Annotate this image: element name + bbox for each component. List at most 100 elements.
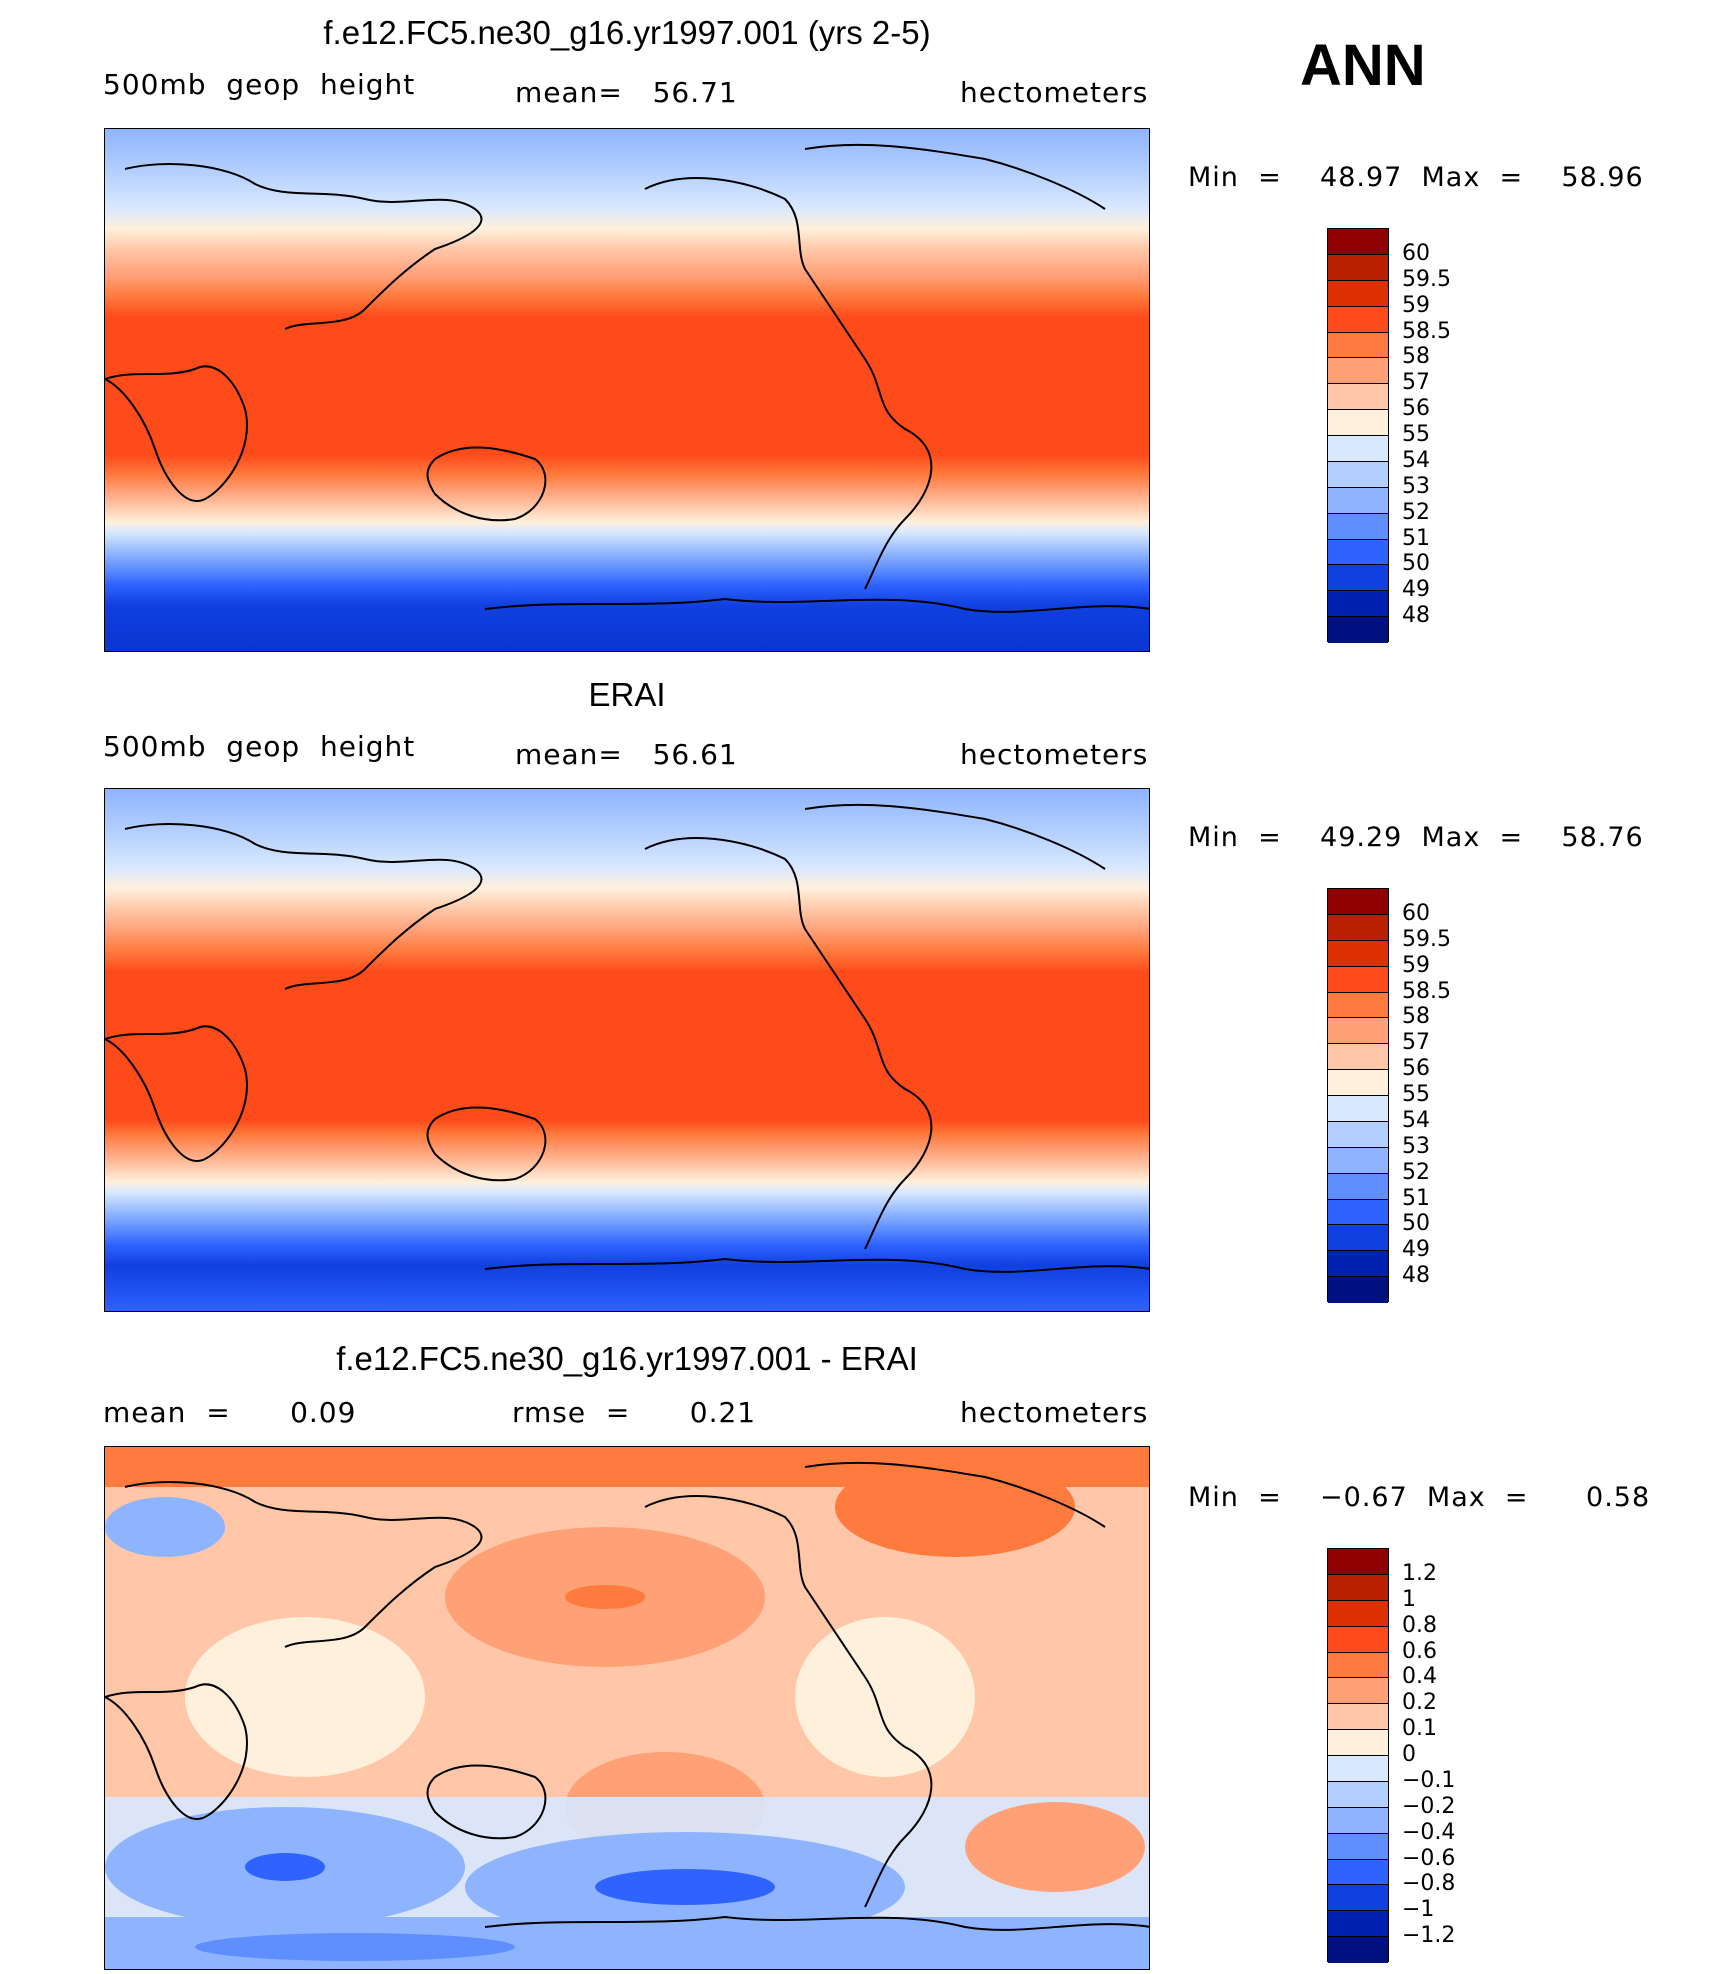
colorbar-tick-label: −0.2 [1402,1793,1456,1819]
colorbar-tick-label: 60 [1402,240,1430,266]
colorbar-swatch [1328,1549,1388,1575]
colorbar-tick-label: 58 [1402,1004,1430,1030]
colorbar-swatch [1328,1044,1388,1071]
colorbar-tick-label: 60 [1402,900,1430,926]
colorbar-tick-label: 53 [1402,1133,1430,1159]
panel-3-title: f.e12.FC5.ne30_g16.yr1997.001 - ERAI [336,1340,918,1377]
colorbar-swatch [1328,436,1388,462]
panel-3-map [104,1446,1150,1970]
colorbar-swatch [1328,1730,1388,1756]
colorbar-tick-label: 56 [1402,396,1430,422]
colorbar-swatch [1328,280,1388,307]
colorbar-swatch [1328,1096,1388,1122]
colorbar-swatch [1328,914,1388,941]
panel-1-colorbar [1327,228,1389,643]
colorbar-swatch [1328,1199,1388,1226]
colorbar-tick-label: 1 [1402,1586,1416,1612]
colorbar-swatch [1328,306,1388,333]
colorbar-tick-label: 59.5 [1402,266,1451,292]
colorbar-swatch [1328,229,1388,255]
colorbar-swatch [1328,992,1388,1019]
colorbar-tick-label: −1 [1402,1897,1435,1923]
colorbar-swatch [1328,617,1388,643]
colorbar-swatch [1328,940,1388,967]
colorbar-tick-label: 55 [1402,422,1430,447]
colorbar-swatch [1328,358,1388,385]
colorbar-swatch [1328,1626,1388,1653]
panel-2-map-svg [105,789,1149,1311]
colorbar-swatch [1328,254,1388,281]
panel-2-units-label: hectometers [960,738,1149,771]
colorbar-tick-label: 0.2 [1402,1690,1437,1716]
colorbar-swatch [1328,1807,1388,1834]
colorbar-tick-label: −0.4 [1402,1819,1456,1845]
colorbar-swatch [1328,461,1388,488]
colorbar-tick-label: 58.5 [1402,978,1451,1004]
colorbar-swatch [1328,1781,1388,1808]
colorbar-swatch [1328,1833,1388,1860]
colorbar-tick-label: 59 [1402,952,1430,978]
colorbar-tick-label: 0.6 [1402,1638,1437,1664]
panel-3-rmse-label: rmse = 0.21 [512,1396,757,1429]
panel-2-colorbar [1327,888,1389,1303]
panel-1-variable-label: 500mb geop height [103,68,416,101]
colorbar-swatch [1328,966,1388,993]
panel-2-title: ERAI [588,676,666,713]
colorbar-swatch [1328,889,1388,915]
panel-3-colorbar [1327,1548,1389,1963]
colorbar-tick-label: 48 [1402,1263,1430,1289]
colorbar-swatch [1328,1859,1388,1886]
colorbar-swatch [1328,1147,1388,1174]
panel-3-mean-label: mean = 0.09 [103,1396,357,1429]
panel-1-map [104,128,1150,652]
colorbar-swatch [1328,539,1388,566]
colorbar-tick-label: −1.2 [1402,1923,1456,1949]
colorbar-tick-label: 54 [1402,1107,1430,1133]
colorbar-swatch [1328,1574,1388,1601]
colorbar-swatch [1328,565,1388,592]
panel-2-variable-label: 500mb geop height [103,730,416,763]
colorbar-tick-label: 0.1 [1402,1716,1437,1742]
colorbar-swatch [1328,332,1388,359]
colorbar-swatch [1328,1173,1388,1200]
panel-2-coastlines [105,803,1149,1273]
panel-3-map-svg [105,1447,1149,1969]
panel-1-title: f.e12.FC5.ne30_g16.yr1997.001 (yrs 2-5) [323,14,931,51]
colorbar-swatch [1328,1121,1388,1148]
colorbar-tick-label: −0.1 [1402,1767,1456,1793]
colorbar-tick-label: 49 [1402,577,1430,603]
colorbar-tick-label: 0.4 [1402,1664,1437,1690]
colorbar-tick-label: 58.5 [1402,318,1451,344]
colorbar-swatch [1328,487,1388,514]
colorbar-swatch [1328,1704,1388,1731]
colorbar-swatch [1328,1251,1388,1278]
colorbar-swatch [1328,1652,1388,1679]
panel-1-coastlines [105,143,1149,613]
colorbar-tick-label: 1.2 [1402,1560,1437,1586]
panel-2-map [104,788,1150,1312]
colorbar-tick-label: 52 [1402,1159,1430,1185]
colorbar-tick-label: 53 [1402,473,1430,499]
colorbar-tick-label: 54 [1402,447,1430,473]
panel-3-coastlines [105,1461,1149,1931]
colorbar-swatch [1328,384,1388,411]
colorbar-tick-label: 49 [1402,1237,1430,1263]
colorbar-swatch [1328,1600,1388,1627]
colorbar-tick-label: 50 [1402,551,1430,577]
panel-3-minmax: Min = −0.67 Max = 0.58 [1188,1482,1651,1513]
colorbar-tick-label: 50 [1402,1211,1430,1237]
season-label: ANN [1300,33,1426,98]
colorbar-tick-label: −0.8 [1402,1871,1456,1897]
panel-2-minmax: Min = 49.29 Max = 58.76 [1188,822,1644,853]
colorbar-swatch [1328,591,1388,618]
colorbar-tick-label: 48 [1402,603,1430,629]
colorbar-swatch [1328,1070,1388,1096]
colorbar-swatch [1328,1678,1388,1705]
colorbar-tick-label: 51 [1402,525,1430,551]
colorbar-swatch [1328,1018,1388,1045]
colorbar-swatch [1328,513,1388,540]
colorbar-tick-label: 59 [1402,292,1430,318]
colorbar-tick-label: −0.6 [1402,1845,1456,1871]
panel-1-minmax: Min = 48.97 Max = 58.96 [1188,162,1644,193]
colorbar-tick-label: 52 [1402,499,1430,525]
